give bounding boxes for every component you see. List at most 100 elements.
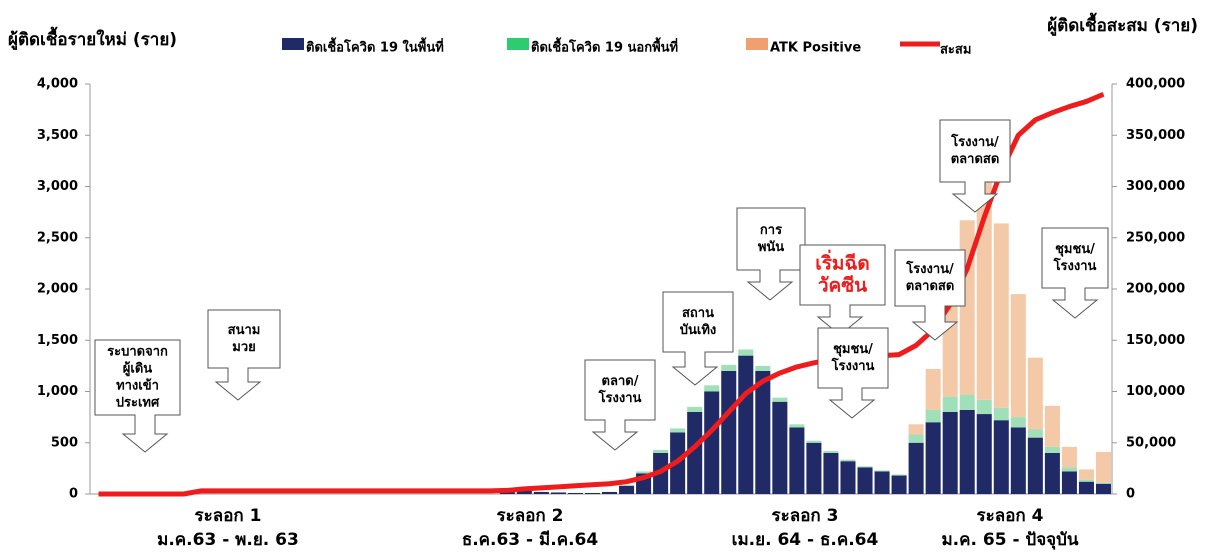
callout-text: พนัน <box>758 240 784 255</box>
callout-shape <box>894 249 966 341</box>
bar <box>721 371 737 494</box>
callout-text: เริ่มฉีด <box>815 250 870 275</box>
bar <box>874 471 890 494</box>
bar <box>619 485 635 494</box>
bar <box>976 414 992 494</box>
bar <box>1061 446 1077 468</box>
legend-label: ติดเชื้อโควิด 19 นอกพื้นที่ <box>531 37 678 56</box>
callout-text: ชุมชน/ <box>1055 242 1095 257</box>
y2-tick-label: 0 <box>1126 487 1135 502</box>
callout-shape <box>94 339 181 453</box>
callout-text: มวย <box>232 340 256 355</box>
bar <box>1061 471 1077 494</box>
bar <box>1078 469 1094 480</box>
bar <box>1095 451 1111 483</box>
bar <box>942 412 958 494</box>
legend-label: สะสม <box>940 43 971 58</box>
bar <box>1027 429 1043 438</box>
wave-period: ม.ค.63 - พ.ย. 63 <box>157 530 299 550</box>
legend-label: ติดเชื้อโควิด 19 ในพื้นที่ <box>306 37 444 56</box>
callout-text: โรงงาน <box>831 357 875 374</box>
bar <box>1027 437 1043 494</box>
bar <box>550 492 566 494</box>
y2-axis-title: ผู้ติดเชื้อสะสม (ราย) <box>1047 12 1198 37</box>
callout-text: สนาม <box>228 323 261 338</box>
bar <box>942 294 958 397</box>
callout-shape <box>1041 227 1109 319</box>
callout: โรงงาน/ตลาดสด <box>939 119 1011 213</box>
bar <box>755 371 771 494</box>
callout-text: ระบาดจาก <box>107 345 168 360</box>
y2-tick-label: 400,000 <box>1126 77 1185 92</box>
callout: ตลาด/โรงงาน <box>584 359 656 451</box>
callout-shape <box>799 244 886 336</box>
wave-period: ม.ค. 65 - ปัจจุบัน <box>941 530 1078 550</box>
y-tick-label: 500 <box>51 435 78 450</box>
callout-text: ตลาดสด <box>906 279 955 294</box>
wave-period: ธ.ค.63 - มี.ค.64 <box>462 529 599 550</box>
y2-tick-label: 50,000 <box>1126 435 1176 450</box>
bar <box>1044 453 1060 494</box>
y-tick-label: 3,500 <box>37 128 78 143</box>
callout-text: สถาน <box>682 306 714 321</box>
callout-text: ตลาด/ <box>602 374 639 389</box>
y-tick-label: 4,000 <box>37 77 78 92</box>
callout: โรงงาน/ตลาดสด <box>894 249 966 341</box>
callout-shape <box>584 359 656 451</box>
callout-shape <box>939 119 1011 213</box>
callout-text: การ <box>760 223 782 238</box>
bar <box>789 424 805 428</box>
bar <box>823 453 839 494</box>
bar <box>721 364 737 371</box>
bar <box>840 459 856 462</box>
bar <box>1010 427 1026 494</box>
bar <box>1010 294 1026 418</box>
callout-text: ทางเข้า <box>116 378 159 394</box>
y2-tick-label: 100,000 <box>1126 384 1185 399</box>
wave-name: ระลอก 2 <box>497 506 564 526</box>
y-tick-label: 2,000 <box>37 282 78 297</box>
bar <box>1095 482 1111 484</box>
y2-tick-label: 250,000 <box>1126 230 1185 245</box>
legend-label: ATK Positive <box>770 41 861 56</box>
wave-name: ระลอก 4 <box>977 506 1044 526</box>
bar <box>772 401 788 494</box>
bar <box>584 492 600 494</box>
bar <box>806 442 822 494</box>
bar <box>857 466 873 468</box>
bar <box>670 428 686 433</box>
bar <box>1078 479 1094 482</box>
callout-text: โรงงาน/ <box>905 260 954 277</box>
bar <box>925 422 941 494</box>
bar <box>516 489 532 494</box>
callout: เริ่มฉีดวัคซีน <box>799 244 886 336</box>
bar <box>704 391 720 494</box>
bar <box>908 424 924 435</box>
y2-tick-label: 150,000 <box>1126 333 1185 348</box>
bar <box>993 223 1009 408</box>
callout-text: ผู้เดิน <box>123 361 153 377</box>
legend-swatch <box>746 38 768 50</box>
bar <box>959 394 975 410</box>
bar <box>925 368 941 410</box>
bar <box>653 449 669 453</box>
y-tick-label: 1,500 <box>37 333 78 348</box>
bar <box>874 470 890 472</box>
wave-name: ระลอก 1 <box>195 506 262 526</box>
bar <box>806 440 822 443</box>
bar <box>891 475 907 494</box>
bar <box>738 349 754 356</box>
bar <box>942 396 958 412</box>
y-tick-label: 2,500 <box>37 230 78 245</box>
bar <box>891 474 907 476</box>
y-tick-label: 1,000 <box>37 384 78 399</box>
bar <box>993 420 1009 494</box>
callout-text: ประเทศ <box>116 396 160 411</box>
y-axis-title: ผู้ติดเชื้อรายใหม่ (ราย) <box>8 26 177 51</box>
bar <box>993 407 1009 421</box>
